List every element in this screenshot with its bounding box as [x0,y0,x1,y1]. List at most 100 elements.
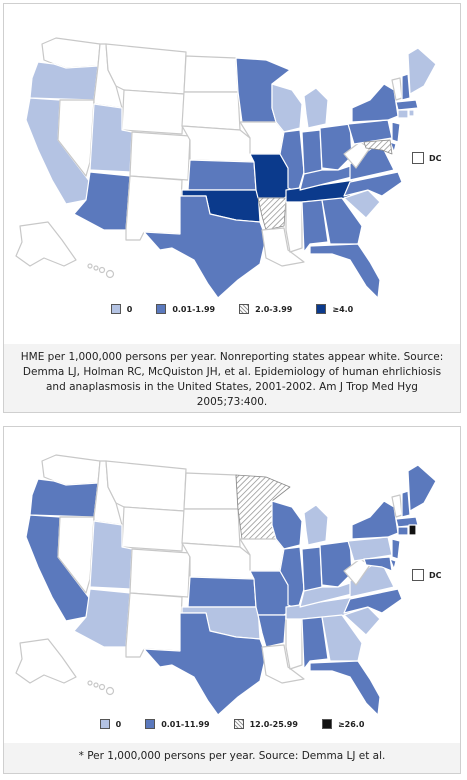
legend-item: 0 [99,719,122,729]
map-panel-rate: DC 0 0.01-11.99 12.0-25.99 ≥26.0 * Per 1… [3,426,461,774]
legend-swatch [239,304,250,314]
state-florida [309,243,381,299]
legend-label: 0.01-1.99 [172,304,216,314]
map-area [4,4,460,344]
dc-key: DC [412,152,442,164]
legend-label: 0 [126,304,133,314]
state-maine [407,47,437,95]
state-massachusetts [395,99,419,111]
legend-swatch [110,304,121,314]
state-colorado [129,131,191,181]
state-wyoming [121,506,185,552]
state-new-mexico [125,175,183,241]
map-area [4,427,460,743]
us-choropleth-map [15,37,437,299]
state-michigan [303,504,329,546]
legend-label: 0 [115,719,122,729]
legend-swatch [233,719,244,729]
state-delaware [389,141,397,153]
state-new-jersey [391,121,401,143]
legend-label: 12.0-25.99 [249,719,298,729]
legend-label: 2.0-3.99 [255,304,293,314]
state-south-carolina [343,606,381,636]
state-michigan [303,87,329,129]
state-arkansas [257,614,287,648]
state-new-hampshire [401,490,411,518]
legend-item: ≥4.0 [316,304,353,314]
state-new-york [351,83,399,123]
state-connecticut [397,526,409,536]
state-south-carolina [343,189,381,219]
state-alaska [15,638,77,684]
state-oregon [29,61,99,101]
state-georgia [321,614,363,662]
state-kansas [187,159,257,191]
dc-label: DC [429,153,442,163]
state-ohio [319,540,353,588]
state-nebraska [181,542,255,580]
legend-label: ≥4.0 [332,304,354,314]
state-north-carolina [343,588,403,614]
state-nebraska [181,125,255,163]
state-connecticut [397,109,409,119]
state-north-dakota [183,55,239,93]
state-new-york [351,500,399,540]
map-legend: 0 0.01-1.99 2.0-3.99 ≥4.0 [4,304,460,314]
state-hawaii [87,680,115,696]
state-nevada [57,516,95,594]
state-mississippi [285,616,303,670]
state-alabama [301,199,329,253]
state-nevada [57,99,95,177]
state-north-dakota [183,472,239,510]
state-wisconsin [271,83,303,133]
state-new-jersey [391,538,401,560]
state-north-carolina [343,171,403,197]
legend-label: ≥26.0 [337,719,365,729]
state-kansas [187,576,257,608]
dc-swatch [412,152,424,164]
state-ohio [319,123,353,171]
map-caption: * Per 1,000,000 persons per year. Source… [78,750,386,762]
state-indiana [301,129,323,177]
state-maryland [363,139,393,155]
legend-swatch [316,304,327,314]
state-texas [143,612,267,716]
state-texas [143,195,267,299]
state-georgia [321,197,363,245]
map-legend: 0 0.01-11.99 12.0-25.99 ≥26.0 [4,719,460,729]
state-oregon [29,478,99,518]
legend-swatch [99,719,110,729]
state-rhode-island [408,109,415,117]
map-panel-hme: DC 0 0.01-1.99 2.0-3.99 ≥4.0 HME per 1,0… [3,3,461,413]
state-montana [105,460,187,512]
state-florida [309,660,381,716]
state-new-mexico [125,592,183,658]
state-maryland [363,556,393,572]
state-new-hampshire [401,73,411,101]
legend-swatch [156,304,167,314]
state-montana [105,43,187,95]
state-louisiana [261,644,305,684]
state-south-dakota [181,508,241,548]
legend-item: 0.01-11.99 [145,719,210,729]
state-louisiana [261,227,305,267]
state-colorado [129,548,191,598]
legend-item: 2.0-3.99 [239,304,292,314]
state-rhode-island [408,524,417,536]
legend-item: 0 [110,304,133,314]
state-mississippi [285,199,303,253]
legend-swatch [145,719,156,729]
state-south-dakota [181,91,241,131]
legend-swatch [321,719,332,729]
map-caption: HME per 1,000,000 persons per year. Nonr… [20,351,444,408]
legend-item: 0.01-1.99 [156,304,215,314]
state-alaska [15,221,77,267]
state-indiana [301,546,323,594]
dc-label: DC [429,570,442,580]
dc-swatch [412,569,424,581]
us-choropleth-map [15,454,437,716]
legend-label: 0.01-11.99 [161,719,210,729]
state-hawaii [87,263,115,279]
state-alabama [301,616,329,670]
state-wisconsin [271,500,303,550]
